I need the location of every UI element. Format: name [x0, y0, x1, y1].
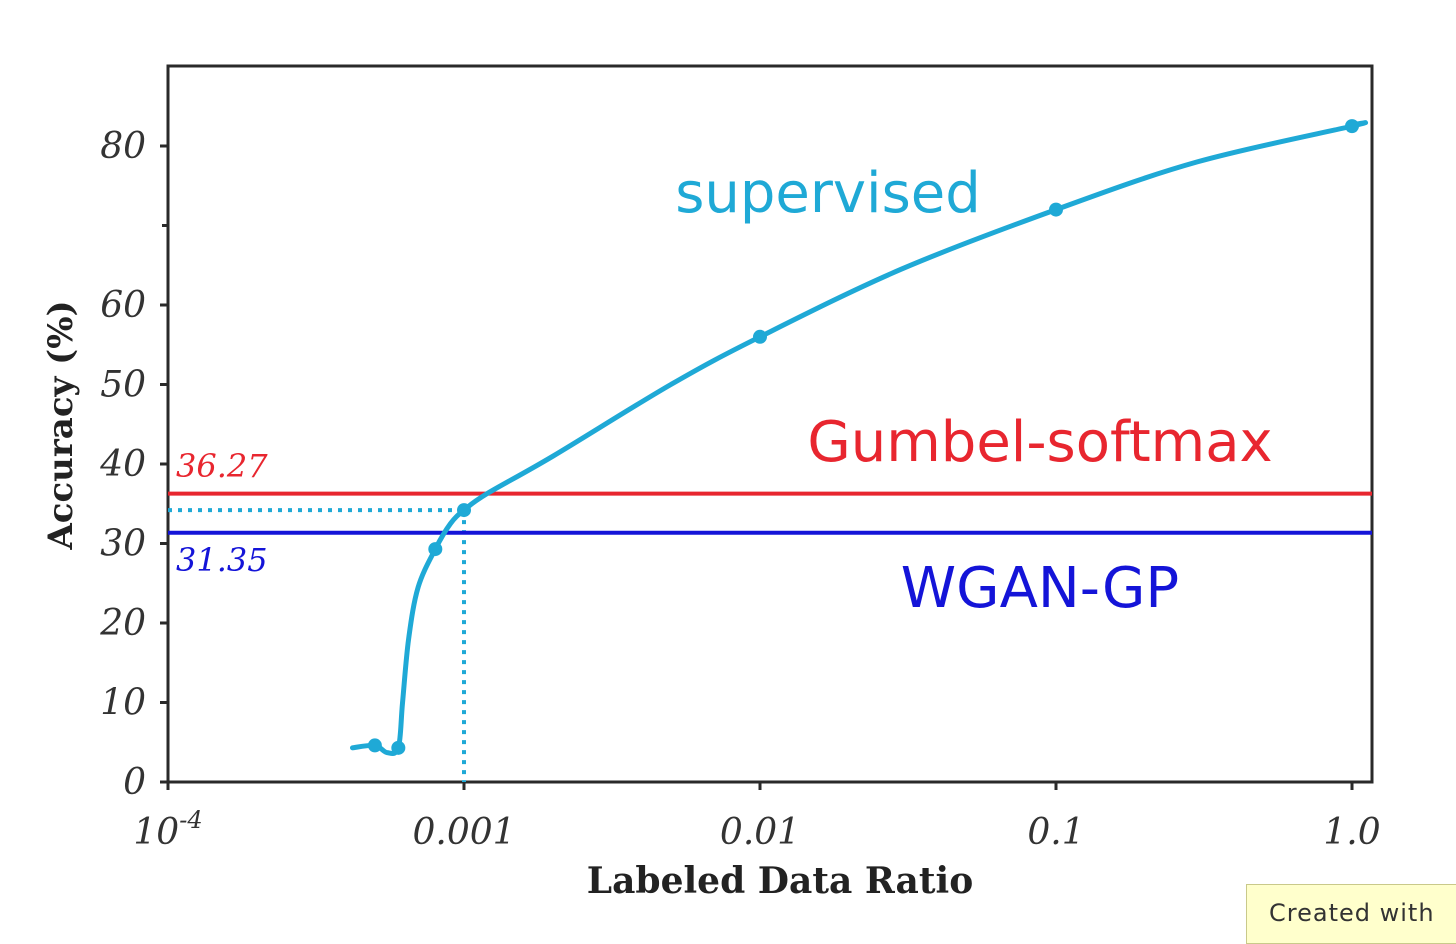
gumbel-softmax-value-annotation: 36.27	[176, 447, 268, 485]
supervised-point	[1345, 119, 1359, 134]
x-tick-exponent: -4	[179, 806, 202, 834]
x-axis-title: Labeled Data Ratio	[587, 860, 973, 902]
supervised-series	[349, 119, 1369, 756]
x-tick-label: 0.01	[720, 812, 800, 853]
supervised-point	[753, 329, 767, 344]
x-tick-label: 10-4	[133, 806, 202, 853]
supervised-point	[457, 503, 471, 518]
supervised-curve	[349, 120, 1369, 756]
y-tick-label: 0	[123, 762, 146, 803]
y-tick-label: 80	[100, 126, 146, 167]
watermark-badge: Created with	[1246, 884, 1456, 944]
y-tick-label: 60	[100, 285, 146, 326]
y-tick-label: 30	[100, 524, 146, 565]
y-tick-label: 40	[99, 444, 146, 485]
x-tick-label: 0.001	[412, 812, 515, 853]
gumbel-softmax-label: Gumbel-softmax	[807, 410, 1272, 475]
plot-frame	[166, 64, 1374, 784]
wgan-gp-label: WGAN-GP	[901, 556, 1179, 621]
baseline-lines	[168, 491, 1372, 535]
supervised-point	[391, 740, 406, 755]
y-tick-label: 50	[100, 365, 146, 406]
plot-border	[166, 64, 1374, 784]
series-labels: supervised Gumbel-softmax WGAN-GP 36.27 31.3…	[176, 161, 1273, 621]
y-tick-label: 10	[100, 683, 146, 724]
y-axis-title: Accuracy (%)	[41, 300, 81, 550]
supervised-point	[1049, 202, 1063, 217]
supervised-label: supervised	[675, 161, 981, 226]
supervised-point	[367, 738, 382, 753]
x-axis-ticks: 10-4 0.001 0.01 0.1 1.0	[133, 782, 1381, 853]
x-tick-label: 0.1	[1027, 812, 1084, 853]
supervised-point	[428, 542, 443, 557]
x-tick-label: 1.0	[1323, 812, 1380, 853]
y-axis-ticks: 0 10 20 30 40 50 60 80	[99, 126, 168, 803]
y-tick-label: 20	[99, 603, 146, 644]
wgan-gp-value-annotation: 31.35	[176, 541, 268, 579]
